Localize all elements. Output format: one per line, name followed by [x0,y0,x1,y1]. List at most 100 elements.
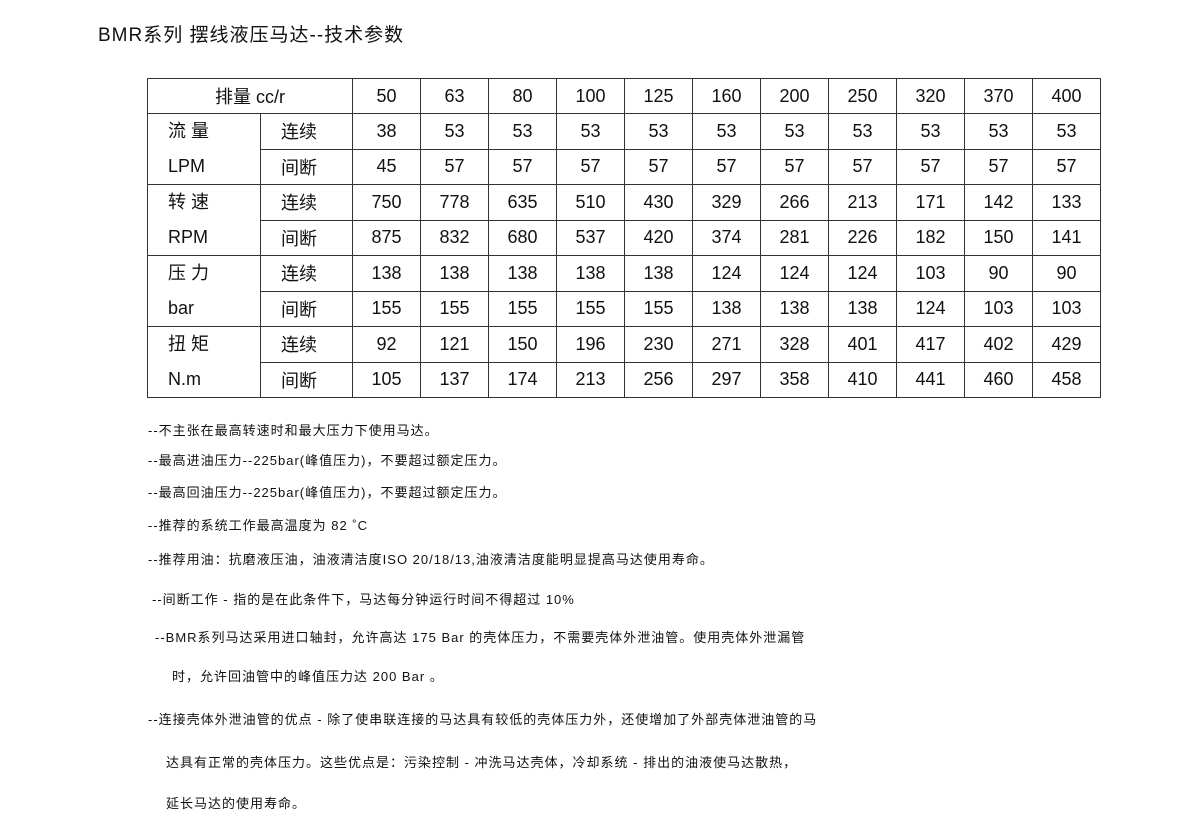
row-label: 连续 [260,113,353,150]
value-cell: 124 [896,290,965,327]
group-name: 转 速 [168,192,210,212]
table-row: 扭 矩 N.m 连续 92 121 150 196 230 271 328 401 417 402 429 [147,326,1101,398]
value-cell: 53 [1032,113,1101,150]
row-label: 连续 [260,326,353,363]
group-label: 转 速 RPM [147,184,261,256]
table-row: 间断 105 137 174 213 256 297 358 410 441 460 458 [148,361,1101,398]
value-cell: 124 [828,255,897,292]
value-cell: 358 [760,361,829,398]
displacement-cell: 125 [624,78,693,114]
value-cell: 138 [420,255,489,292]
value-cell: 750 [352,184,421,221]
value-cell: 53 [692,113,761,150]
displacement-cell: 50 [352,78,421,114]
value-cell: 53 [964,113,1033,150]
header-label: 排量 cc/r [147,78,353,114]
value-cell: 271 [692,326,761,363]
displacement-cell: 63 [420,78,489,114]
table-row: 转 速 RPM 连续 750 778 635 510 430 329 266 213 171 142 13… [147,184,1101,256]
value-cell: 537 [556,219,625,256]
value-cell: 90 [964,255,1033,292]
note-line: --推荐用油：抗磨液压油，油液清洁度ISO 20/18/13,油液清洁度能明显提… [148,552,714,567]
group-name: 压 力 [168,263,210,283]
value-cell: 133 [1032,184,1101,221]
value-cell: 226 [828,219,897,256]
note-line: --连接壳体外泄油管的优点 - 除了使串联连接的马达具有较低的壳体压力外，还使增… [148,712,818,727]
value-cell: 121 [420,326,489,363]
value-cell: 103 [1032,290,1101,327]
value-cell: 635 [488,184,557,221]
row-label: 间断 [260,219,353,256]
row-label: 连续 [260,255,353,292]
value-cell: 402 [964,326,1033,363]
value-cell: 230 [624,326,693,363]
value-cell: 429 [1032,326,1101,363]
value-cell: 57 [624,148,693,185]
note-line: --不主张在最高转速时和最大压力下使用马达。 [148,423,439,438]
row-label: 间断 [260,148,353,185]
value-cell: 460 [964,361,1033,398]
value-cell: 138 [488,255,557,292]
value-cell: 138 [352,255,421,292]
value-cell: 138 [624,255,693,292]
value-cell: 256 [624,361,693,398]
value-cell: 53 [896,113,965,150]
value-cell: 138 [692,290,761,327]
value-cell: 155 [556,290,625,327]
group-unit: N.m [168,369,201,389]
value-cell: 137 [420,361,489,398]
note-line: 延长马达的使用寿命。 [166,796,307,811]
displacement-cell: 100 [556,78,625,114]
value-cell: 142 [964,184,1033,221]
value-cell: 150 [964,219,1033,256]
row-label: 间断 [260,290,353,327]
value-cell: 196 [556,326,625,363]
value-cell: 329 [692,184,761,221]
value-cell: 38 [352,113,421,150]
note-line: 达具有正常的壳体压力。这些优点是：污染控制 - 冲洗马达壳体，冷却系统 - 排出… [166,755,798,770]
value-cell: 124 [692,255,761,292]
note-line: --推荐的系统工作最高温度为 82 ˚C [148,518,369,533]
value-cell: 57 [420,148,489,185]
value-cell: 105 [352,361,421,398]
displacement-cell: 320 [896,78,965,114]
table-row: 间断 875 832 680 537 420 374 281 226 182 150 141 [148,219,1101,256]
page-title: BMR系列 摆线液压马达--技术参数 [98,25,405,46]
group-name: 流 量 [168,121,210,141]
row-label: 连续 [260,184,353,221]
displacement-cell: 250 [828,78,897,114]
spec-table: 排量 cc/r 50 63 80 100 125 160 200 250 320 370 400 流 量… [147,78,1101,398]
value-cell: 57 [964,148,1033,185]
value-cell: 155 [624,290,693,327]
value-cell: 374 [692,219,761,256]
value-cell: 53 [828,113,897,150]
value-cell: 458 [1032,361,1101,398]
value-cell: 53 [624,113,693,150]
value-cell: 328 [760,326,829,363]
value-cell: 53 [760,113,829,150]
group-label: 流 量 LPM [147,113,261,185]
value-cell: 155 [488,290,557,327]
value-cell: 57 [760,148,829,185]
value-cell: 57 [896,148,965,185]
row-label: 间断 [260,361,353,398]
value-cell: 430 [624,184,693,221]
value-cell: 57 [488,148,557,185]
value-cell: 57 [828,148,897,185]
value-cell: 401 [828,326,897,363]
value-cell: 103 [964,290,1033,327]
value-cell: 778 [420,184,489,221]
value-cell: 138 [828,290,897,327]
value-cell: 53 [488,113,557,150]
group-label: 扭 矩 N.m [147,326,261,398]
value-cell: 53 [420,113,489,150]
displacement-cell: 370 [964,78,1033,114]
value-cell: 90 [1032,255,1101,292]
displacement-cell: 400 [1032,78,1101,114]
table-row: 间断 155 155 155 155 155 138 138 138 124 103 103 [148,290,1101,327]
group-unit: LPM [168,156,206,176]
value-cell: 266 [760,184,829,221]
table-row: 流 量 LPM 连续 38 53 53 53 53 53 53 53 53 53 53 [147,113,1101,185]
displacement-cell: 200 [760,78,829,114]
value-cell: 45 [352,148,421,185]
